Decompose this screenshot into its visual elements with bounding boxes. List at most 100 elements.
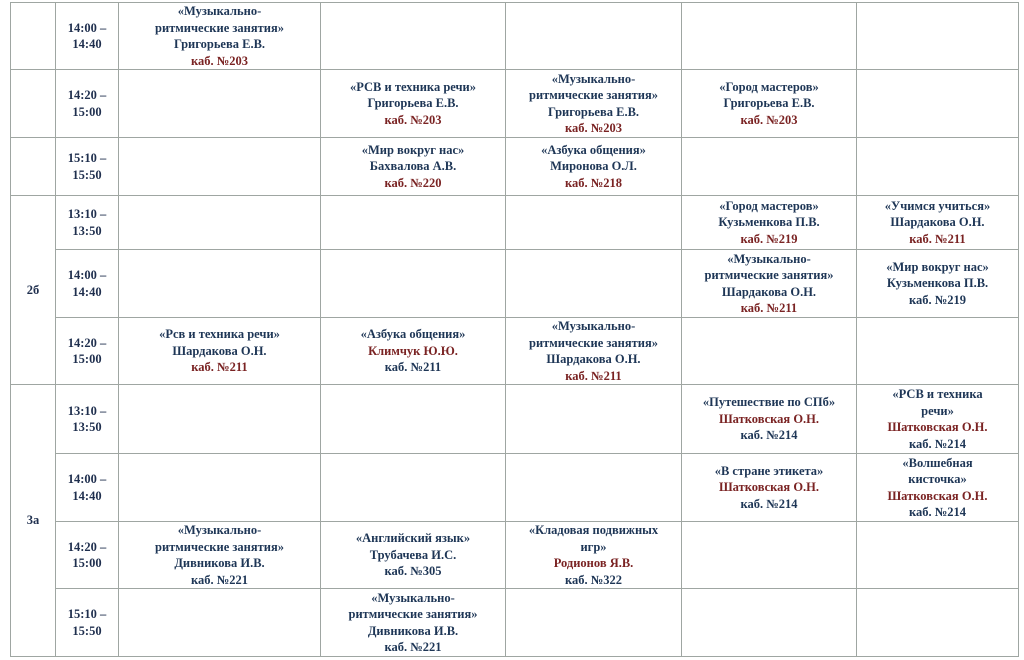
lesson-cell	[505, 2, 682, 70]
lesson-cell: «В стране этикета» Шатковская О.Н. каб. №2…	[681, 453, 857, 522]
schedule-table: 14:00 – 14:40 «Музыкально-ритмические зан…	[10, 2, 1019, 657]
teacher-name: Григорьева Е.В.	[723, 96, 815, 111]
table-row: 14:00 – 14:40 «Музыкально-ритмические зан…	[10, 2, 1019, 70]
lesson-cell: «РСВ и техника речи» Григорьева Е.В. каб. …	[320, 69, 506, 138]
lesson-cell: «Путешествие по СПб» Шатковская О.Н. каб. …	[681, 384, 857, 454]
teacher-name: Шатковская О.Н.	[887, 420, 988, 434]
teacher-name: Шатковская О.Н.	[718, 411, 820, 426]
lesson-title: «Город мастеров»	[719, 198, 819, 213]
lesson-cell: «Английский язык» Трубачева И.С. каб. №305	[320, 521, 506, 589]
lesson-title: «Кладовая подвижных	[528, 523, 659, 537]
lesson-cell: «Азбука общения» Миронова О.Л. каб. №218	[505, 137, 682, 196]
table-row: 2б 13:10 – 13:50 «Город мастеров» Кузьменк…	[10, 195, 1019, 385]
lesson-title: ритмические занятия»	[704, 268, 834, 282]
room-number: каб. №214	[740, 428, 798, 443]
teacher-name: Григорьева Е.В.	[547, 104, 640, 119]
room-number: каб. №203	[190, 53, 249, 68]
lesson-cell: «Азбука общения» Климчук Ю.Ю. каб. №211	[320, 317, 506, 385]
time-cell: 14:20 – 15:00	[55, 69, 119, 138]
table-row: 3а 13:10 –13:50 «Путешествие по СПб» Шатк…	[10, 384, 1019, 657]
lesson-title: «Музыкально-	[177, 523, 262, 537]
room-number: каб. №221	[384, 640, 442, 654]
lesson-title: ритмические занятия»	[529, 88, 658, 102]
time-start: 14:20 –	[67, 335, 107, 350]
table-row: 14:00 – 14:40 «В стране этикета» Шатковска…	[11, 453, 1019, 522]
room-number: каб. №203	[740, 112, 798, 127]
time-end: 15:00	[72, 352, 102, 366]
teacher-name: Шатковская О.Н.	[887, 488, 988, 503]
lesson-cell: «Город мастеров» Кузьменкова П.В. каб. №21…	[681, 195, 857, 250]
table-row: 15:10 – 15:50 «Мир вокруг нас» Бахвалова А…	[10, 137, 1019, 196]
time-start: 13:10 –	[67, 207, 107, 221]
room-number: каб. №211	[191, 360, 248, 375]
lesson-cell: «Музыкально-ритмические занятия» Шардаков…	[681, 249, 857, 318]
time-end: 15:00	[72, 556, 102, 570]
time-start: 14:20 –	[67, 539, 107, 554]
teacher-name: Миронова О.Л.	[550, 159, 637, 174]
lesson-cell: «Учимся учиться» Шардакова О.Н. каб. №211	[856, 195, 1019, 250]
time-end: 14:40	[72, 488, 102, 503]
room-number: каб. №218	[564, 175, 623, 190]
time-end: 13:50	[72, 420, 102, 434]
lesson-title: «Музыкально-	[371, 590, 455, 605]
lesson-cell: «Город мастеров» Григорьева Е.В. каб. №203	[681, 69, 857, 138]
room-number: каб. №211	[384, 360, 442, 375]
lesson-cell	[505, 195, 682, 250]
room-number: каб. №221	[190, 572, 249, 587]
lesson-cell	[681, 521, 857, 589]
time-end: 14:40	[72, 37, 102, 51]
lesson-cell: «Музыкально-ритмические занятия» Григорье…	[505, 69, 682, 138]
table-row: 15:10 – 15:50 «Музыкально-ритмические зан…	[11, 588, 1019, 657]
lesson-title: «Музыкально-	[727, 251, 811, 266]
lesson-title: кисточка»	[908, 472, 967, 486]
room-number: каб. №220	[384, 175, 442, 190]
lesson-cell	[118, 249, 321, 318]
table-row: 14:20 – 15:00 «Музыкально-ритмические зан…	[11, 521, 1019, 589]
lesson-title: «Город мастеров»	[719, 79, 819, 94]
room-number: каб. №211	[565, 368, 622, 383]
lesson-cell	[505, 384, 682, 454]
room-number: каб. №219	[908, 292, 967, 307]
lesson-cell	[856, 521, 1019, 589]
table-row: 14:20 – 15:00 «Рсв и техника речи» Шардако…	[11, 317, 1019, 385]
time-cell: 14:00 – 14:40	[55, 453, 119, 522]
time-end: 15:50	[72, 623, 102, 638]
teacher-name: Бахвалова А.В.	[369, 159, 457, 174]
teacher-name: Кузьменкова П.В.	[886, 276, 989, 291]
lesson-title: ритмические занятия»	[348, 607, 478, 621]
lesson-title: ритмические занятия»	[529, 335, 658, 350]
lesson-title: «Волшебная	[902, 455, 973, 470]
time-cell: 14:20 – 15:00	[55, 521, 119, 589]
lesson-cell	[681, 588, 857, 657]
lesson-title: «Английский язык»	[355, 531, 471, 546]
lesson-cell: «Музыкально-ритмические занятия» Григорье…	[118, 2, 321, 70]
lesson-cell	[320, 249, 506, 318]
time-cell: 15:10 – 15:50	[55, 588, 119, 657]
room-number: каб. №219	[740, 231, 798, 246]
lesson-cell: «Музыкально-ритмические занятия» Дивников…	[320, 588, 506, 657]
lesson-title: «В стране этикета»	[714, 463, 824, 478]
lesson-cell	[320, 195, 506, 250]
lesson-title: «Рсв и техника речи»	[159, 327, 280, 342]
time-cell: 14:00 – 14:40	[55, 249, 119, 318]
time-cell: 13:10 – 13:50	[55, 195, 119, 250]
lesson-cell	[118, 588, 321, 657]
lesson-title: ритмические занятия»	[155, 539, 284, 554]
time-cell: 14:00 – 14:40	[55, 2, 119, 70]
lesson-cell	[505, 588, 682, 657]
lesson-cell: «Кладовая подвижных игр» Родионов Я.В. каб.…	[505, 521, 682, 589]
room-number: каб. №322	[564, 572, 623, 587]
lesson-cell	[505, 249, 682, 318]
time-end: 13:50	[72, 223, 102, 238]
lesson-title: «Музыкально-	[177, 4, 262, 18]
room-number: каб. №203	[564, 121, 623, 135]
teacher-name: Шардакова О.Н.	[172, 343, 267, 358]
lesson-cell: «Мир вокруг нас» Бахвалова А.В. каб. №220	[320, 137, 506, 196]
lesson-title: «Путешествие по СПб»	[702, 395, 836, 410]
table-row: 14:20 – 15:00 «РСВ и техника речи» Григорь…	[10, 69, 1019, 138]
time-cell: 13:10 – 13:50	[55, 384, 119, 454]
teacher-name: Родионов Я.В.	[553, 556, 634, 570]
lesson-title: «Музыкально-	[551, 71, 636, 86]
lesson-title: «Учимся учиться»	[884, 198, 991, 213]
